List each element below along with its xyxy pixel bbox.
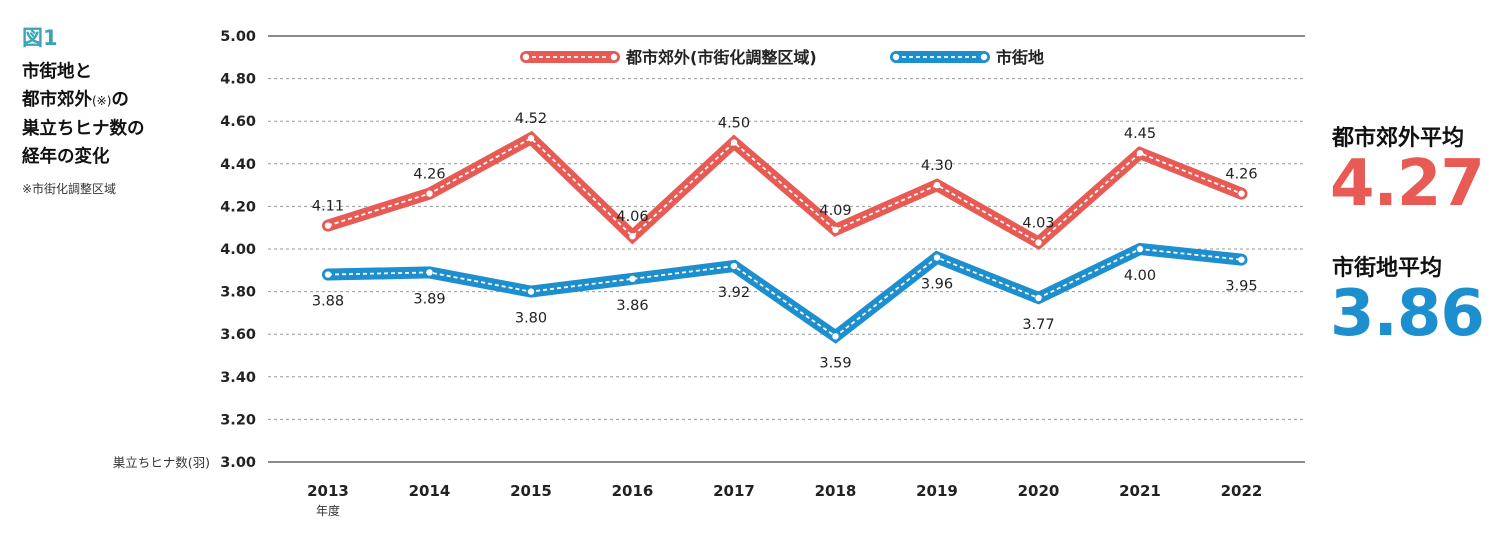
legend-label: 都市郊外(市街化調整区域) <box>625 48 817 67</box>
data-point <box>730 139 738 146</box>
suburb-average-label: 都市郊外平均 <box>1332 126 1465 151</box>
x-tick-label: 2022 <box>1221 482 1263 500</box>
data-label: 4.52 <box>515 111 547 127</box>
data-label: 4.11 <box>312 199 344 215</box>
figure-title-mark: (※) <box>92 94 112 108</box>
y-tick-label: 4.40 <box>220 157 256 173</box>
x-tick-label: 2019 <box>916 482 958 500</box>
data-label: 4.00 <box>1124 268 1156 284</box>
x-tick-label: 2017 <box>713 482 755 500</box>
figure-title-particle: の <box>111 90 129 110</box>
y-tick-label: 3.40 <box>220 370 256 386</box>
data-label: 3.77 <box>1022 317 1054 333</box>
figure-title-line-4: 経年の変化 <box>22 147 110 167</box>
data-point <box>1035 294 1042 302</box>
figure-title-line-2: 都市郊外(※)の <box>22 86 192 115</box>
data-label: 4.03 <box>1022 216 1054 232</box>
x-tick-label: 2016 <box>612 482 654 500</box>
series-line <box>322 242 1248 344</box>
x-tick-label: 2013 <box>307 482 349 500</box>
data-point <box>933 181 941 189</box>
y-tick-label: 3.60 <box>220 327 256 343</box>
y-tick-label: 4.60 <box>220 114 256 130</box>
figure-note: ※市街化調整区域 <box>22 182 117 196</box>
data-point <box>629 275 636 283</box>
y-tick-label: 4.20 <box>220 199 256 215</box>
y-tick-label: 3.80 <box>220 285 256 301</box>
figure-title: 市街地と 都市郊外(※)の 巣立ちヒナ数の 経年の変化 <box>22 58 192 171</box>
data-label: 3.59 <box>819 355 851 371</box>
series-line-dash <box>327 248 1242 338</box>
x-tick-label: 2021 <box>1119 482 1161 500</box>
legend-marker <box>980 53 988 61</box>
data-label: 4.30 <box>921 158 953 174</box>
data-point <box>527 135 535 142</box>
figure-title-suburb: 都市郊外 <box>22 90 92 110</box>
y-tick-label: 4.00 <box>220 242 256 258</box>
data-label: 4.45 <box>1124 126 1156 142</box>
data-point <box>1035 239 1042 246</box>
y-tick-label: 4.80 <box>220 72 256 88</box>
data-point <box>1136 245 1144 253</box>
data-point <box>1238 190 1245 197</box>
data-point <box>1238 256 1245 263</box>
data-label: 4.26 <box>413 167 445 183</box>
x-unit-label: 年度 <box>316 503 340 518</box>
data-point <box>832 333 839 340</box>
x-tick-label: 2015 <box>510 482 552 500</box>
y-tick-label: 5.00 <box>220 29 256 45</box>
data-point <box>832 226 839 234</box>
y-tick-label: 3.00 <box>220 455 256 471</box>
data-point <box>527 288 535 295</box>
y-axis-label: 巣立ちヒナ数(羽) <box>113 455 210 470</box>
x-tick-label: 2020 <box>1018 482 1060 500</box>
figure-title-line-3: 巣立ちヒナ数の <box>22 119 145 139</box>
urban-average-value: 3.86 <box>1330 277 1485 351</box>
data-point <box>730 262 738 270</box>
data-label: 4.26 <box>1225 167 1257 183</box>
data-label: 3.95 <box>1225 279 1257 295</box>
data-label: 3.89 <box>413 291 445 307</box>
data-point <box>324 222 332 229</box>
legend-label: 市街地 <box>996 48 1044 67</box>
data-label: 3.86 <box>616 298 648 314</box>
data-point <box>1136 149 1144 157</box>
data-label: 3.80 <box>515 311 547 327</box>
data-label: 4.06 <box>616 209 648 225</box>
series-line-dash <box>327 137 1242 244</box>
urban-average-label: 市街地平均 <box>1332 256 1443 281</box>
data-label: 4.50 <box>718 116 750 132</box>
legend-marker <box>610 53 618 61</box>
data-label: 4.09 <box>819 203 851 219</box>
x-tick-label: 2014 <box>409 482 451 500</box>
x-tick-label: 2018 <box>815 482 857 500</box>
data-point <box>629 233 636 240</box>
data-label: 3.96 <box>921 277 953 293</box>
series-line <box>322 130 1248 250</box>
suburb-average-value: 4.27 <box>1330 147 1485 221</box>
data-point <box>324 271 332 278</box>
legend-marker <box>892 53 900 61</box>
data-label: 3.88 <box>312 294 344 310</box>
data-point <box>426 269 433 276</box>
data-point <box>426 190 433 197</box>
data-point <box>933 254 941 261</box>
data-label: 3.92 <box>718 285 750 301</box>
legend-marker <box>522 53 530 61</box>
y-tick-label: 3.20 <box>220 412 256 428</box>
figure-title-line-1: 市街地と <box>22 62 92 82</box>
figure-number: 図1 <box>22 26 58 50</box>
